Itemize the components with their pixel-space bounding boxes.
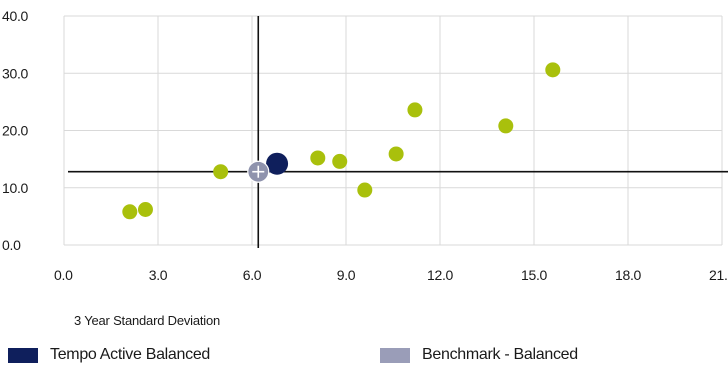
y-tick-label: 20.0 bbox=[2, 123, 29, 139]
x-tick-label: 9.0 bbox=[337, 267, 356, 283]
x-tick-label: 12.0 bbox=[427, 267, 454, 283]
peer-point bbox=[213, 164, 229, 180]
y-tick-label: 10.0 bbox=[2, 180, 29, 196]
legend-item-benchmark: Benchmark - Balanced bbox=[380, 346, 578, 364]
legend-label: Benchmark - Balanced bbox=[422, 346, 578, 363]
peer-point bbox=[407, 102, 423, 118]
grid bbox=[63, 15, 723, 246]
x-tick-label: 15.0 bbox=[521, 267, 548, 283]
legend-swatch bbox=[8, 347, 38, 363]
tempo-active-balanced-point bbox=[266, 152, 289, 175]
tick-labels: 0.0 10.0 20.0 30.0 40.0 0.0 3.0 6.0 9.0 12.0 15.0 1… bbox=[2, 8, 728, 283]
peer-point bbox=[498, 118, 514, 134]
legend-label: Tempo Active Balanced bbox=[50, 346, 211, 363]
peer-point bbox=[388, 146, 404, 162]
peer-point bbox=[310, 150, 326, 166]
x-tick-label: 6.0 bbox=[243, 267, 262, 283]
x-tick-label: 18.0 bbox=[615, 267, 642, 283]
peer-point bbox=[332, 153, 348, 169]
x-axis-label: 3 Year Standard Deviation bbox=[74, 313, 221, 328]
y-tick-label: 40.0 bbox=[2, 8, 29, 24]
data-points bbox=[122, 62, 561, 220]
x-tick-label: 0.0 bbox=[54, 267, 73, 283]
peer-point bbox=[357, 182, 373, 198]
y-tick-label: 30.0 bbox=[2, 65, 29, 81]
crosshair bbox=[68, 16, 728, 248]
peer-point bbox=[122, 204, 138, 220]
legend-item-tempo: Tempo Active Balanced bbox=[8, 346, 210, 364]
x-tick-label: 3.0 bbox=[149, 267, 168, 283]
legend-swatch bbox=[380, 347, 410, 363]
y-tick-label: 0.0 bbox=[2, 237, 21, 253]
peer-point bbox=[545, 62, 561, 78]
x-tick-label: 21.0 bbox=[709, 267, 728, 283]
peer-point bbox=[137, 202, 153, 218]
